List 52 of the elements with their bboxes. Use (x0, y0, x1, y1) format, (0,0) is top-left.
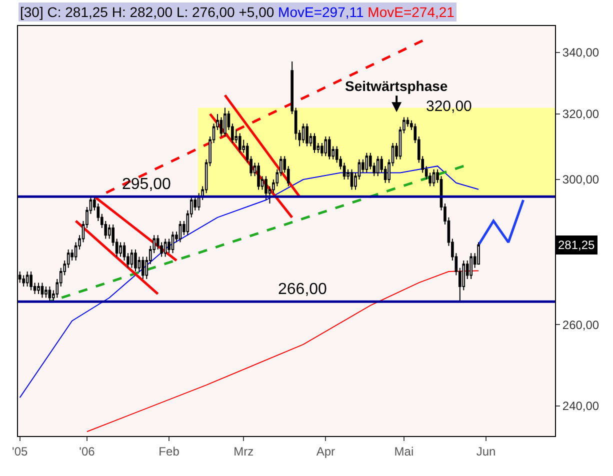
candlestick (477, 242, 480, 265)
line-series (19, 166, 480, 398)
candlestick (376, 156, 380, 177)
candlestick (164, 238, 167, 258)
candlestick (26, 271, 29, 287)
candlestick (313, 132, 316, 154)
candlestick (171, 231, 174, 254)
candlestick (328, 136, 331, 160)
candlestick (40, 282, 44, 298)
candlestick (142, 256, 144, 280)
candlestick (257, 162, 260, 190)
x-tick-label: Mai (394, 444, 414, 458)
candlestick (432, 168, 436, 187)
candlestick (119, 242, 122, 258)
candlestick (238, 132, 242, 154)
candlestick (306, 123, 308, 147)
candlestick (350, 168, 354, 190)
candlestick (302, 123, 305, 144)
annotation: 320,00 (426, 98, 472, 115)
annotation: Seitwärtsphase (345, 78, 448, 94)
text: 281,25 (558, 238, 596, 252)
candlestick (134, 249, 137, 272)
candlestick (264, 176, 268, 201)
x-tick-label: Apr (316, 444, 336, 458)
y-tick-label: 300,00 (562, 172, 600, 187)
candlestick (30, 271, 32, 291)
candlestick (37, 282, 40, 294)
ref-line-label: 266,00 (278, 281, 328, 298)
text: MovE=274,21 (368, 4, 455, 20)
candlestick (324, 136, 328, 157)
line-series (86, 270, 480, 432)
candlestick (178, 220, 182, 243)
candlestick (48, 286, 52, 302)
ref-line-label: 295,00 (122, 176, 172, 193)
y-tick-label: 320,00 (562, 107, 600, 122)
candlestick (130, 249, 134, 268)
x-tick-label: Jun (476, 444, 496, 458)
line-series (477, 198, 525, 246)
x-tick-label: Feb (158, 444, 180, 458)
x-tick-label: Mrz (234, 444, 254, 458)
y-tick-label: 240,00 (562, 399, 600, 414)
y-tick-label: 340,00 (562, 46, 600, 60)
y-tick-label: 260,00 (562, 318, 600, 332)
x-tick-label: '05 (12, 444, 28, 458)
candlestick (44, 286, 48, 298)
text: MovE=297,11 (278, 4, 364, 20)
candlestick (22, 274, 26, 287)
candlestick (470, 252, 473, 280)
candlestick (365, 152, 368, 174)
chart-title: [30] C: 281,25 H: 282,00 L: 276,00 +5,00 (20, 4, 274, 20)
x-tick-label: '06 (79, 444, 96, 458)
candlestick (224, 107, 226, 137)
